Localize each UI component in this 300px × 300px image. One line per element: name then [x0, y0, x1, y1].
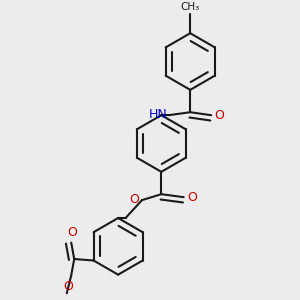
Text: O: O — [187, 191, 197, 204]
Text: O: O — [215, 109, 225, 122]
Text: CH₃: CH₃ — [181, 2, 200, 12]
Text: O: O — [63, 280, 73, 292]
Text: O: O — [67, 226, 77, 239]
Text: HN: HN — [148, 108, 167, 121]
Text: O: O — [129, 193, 139, 206]
